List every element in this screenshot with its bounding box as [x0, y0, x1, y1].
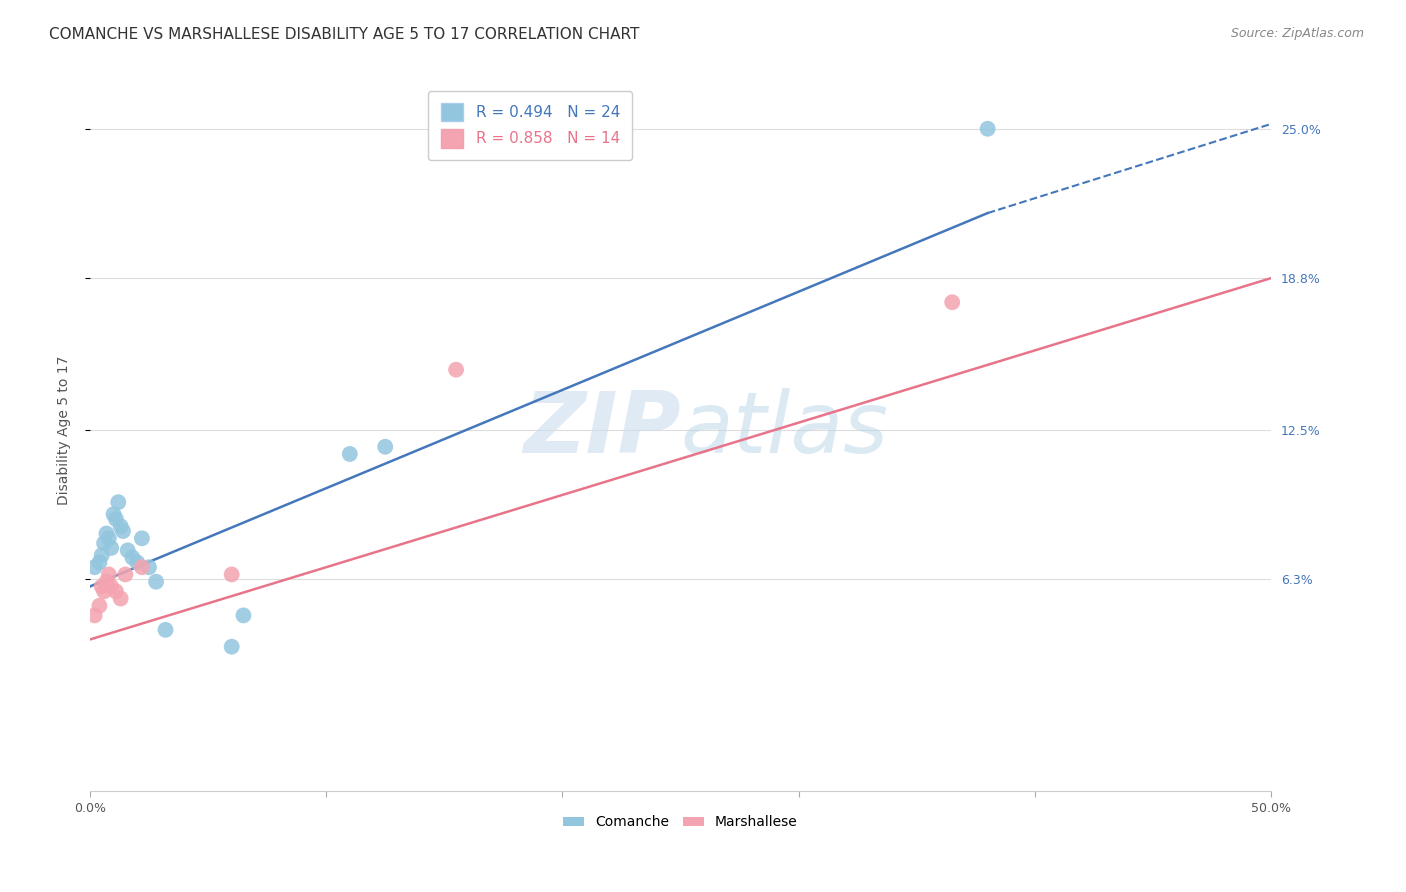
Point — [100, 541, 122, 555]
Point — [93, 584, 115, 599]
Point — [121, 550, 143, 565]
Point — [131, 531, 153, 545]
Text: ZIP: ZIP — [523, 388, 681, 471]
Point — [96, 526, 118, 541]
Point — [941, 295, 963, 310]
Point — [89, 555, 111, 569]
Point — [339, 447, 361, 461]
Point — [110, 591, 132, 606]
Point — [976, 121, 998, 136]
Point — [444, 362, 467, 376]
Legend: Comanche, Marshallese: Comanche, Marshallese — [558, 810, 803, 835]
Point — [83, 560, 105, 574]
Y-axis label: Disability Age 5 to 17: Disability Age 5 to 17 — [58, 355, 72, 505]
Point — [96, 574, 118, 589]
Text: COMANCHE VS MARSHALLESE DISABILITY AGE 5 TO 17 CORRELATION CHART: COMANCHE VS MARSHALLESE DISABILITY AGE 5… — [49, 27, 640, 42]
Point — [93, 536, 115, 550]
Point — [155, 623, 177, 637]
Point — [232, 608, 254, 623]
Point — [114, 567, 136, 582]
Point — [110, 519, 132, 533]
Point — [104, 512, 127, 526]
Point — [90, 548, 112, 562]
Point — [83, 608, 105, 623]
Point — [97, 531, 120, 545]
Text: Source: ZipAtlas.com: Source: ZipAtlas.com — [1230, 27, 1364, 40]
Point — [111, 524, 134, 538]
Point — [127, 555, 149, 569]
Point — [104, 584, 127, 599]
Point — [145, 574, 167, 589]
Text: atlas: atlas — [681, 388, 889, 471]
Point — [221, 567, 243, 582]
Point — [107, 495, 129, 509]
Point — [131, 560, 153, 574]
Point — [97, 567, 120, 582]
Point — [374, 440, 396, 454]
Point — [117, 543, 139, 558]
Point — [138, 560, 160, 574]
Point — [89, 599, 111, 613]
Point — [103, 507, 125, 521]
Point — [90, 579, 112, 593]
Point — [221, 640, 243, 654]
Point — [100, 579, 122, 593]
